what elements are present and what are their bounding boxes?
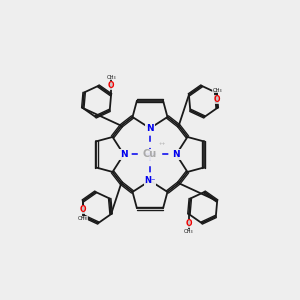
Text: O: O — [108, 81, 114, 90]
Text: O: O — [186, 219, 192, 228]
Text: CH₃: CH₃ — [78, 215, 88, 220]
Text: N: N — [120, 150, 127, 159]
Text: CH₃: CH₃ — [184, 229, 194, 234]
Text: ⁺⁺: ⁺⁺ — [158, 143, 166, 149]
Text: O: O — [214, 94, 220, 103]
Text: N: N — [172, 150, 180, 159]
Text: N⁻: N⁻ — [144, 176, 156, 185]
Text: N: N — [146, 124, 154, 133]
Text: O: O — [80, 206, 86, 214]
Text: CH₃: CH₃ — [106, 75, 116, 80]
Text: Cu: Cu — [143, 149, 157, 160]
Text: CH₃: CH₃ — [212, 88, 222, 93]
